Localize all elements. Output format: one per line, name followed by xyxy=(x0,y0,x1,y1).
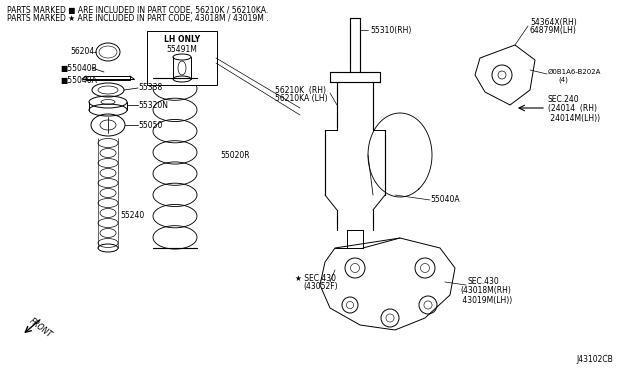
Text: ■55040A: ■55040A xyxy=(60,76,97,84)
Text: 55338: 55338 xyxy=(138,83,163,93)
Text: 56210K  (RH): 56210K (RH) xyxy=(275,86,326,94)
Text: SEC.430: SEC.430 xyxy=(468,278,500,286)
Text: 43019M(LH)): 43019M(LH)) xyxy=(460,295,512,305)
Text: 64879M(LH): 64879M(LH) xyxy=(530,26,577,35)
Text: 55020R: 55020R xyxy=(220,151,250,160)
Text: 24014M(LH)): 24014M(LH)) xyxy=(548,113,600,122)
FancyBboxPatch shape xyxy=(147,31,217,85)
Text: (43052F): (43052F) xyxy=(303,282,338,292)
Text: 56204: 56204 xyxy=(70,48,94,57)
Text: ■55040B: ■55040B xyxy=(60,64,97,73)
Text: 55320N: 55320N xyxy=(138,100,168,109)
Text: ★ SEC.430: ★ SEC.430 xyxy=(295,273,336,282)
Text: (24014  (RH): (24014 (RH) xyxy=(548,105,597,113)
Text: FRONT: FRONT xyxy=(28,317,53,340)
Text: 55491M: 55491M xyxy=(166,45,197,55)
Text: (43018M(RH): (43018M(RH) xyxy=(460,286,511,295)
Text: 55050: 55050 xyxy=(138,121,163,129)
Text: (4): (4) xyxy=(558,77,568,83)
Text: PARTS MARKED ★ ARE INCLUDED IN PART CODE, 43018M / 43019M .: PARTS MARKED ★ ARE INCLUDED IN PART CODE… xyxy=(7,15,269,23)
Text: 54364X(RH): 54364X(RH) xyxy=(530,17,577,26)
Text: PARTS MARKED ■ ARE INCLUDED IN PART CODE, 56210K / 56210KA.: PARTS MARKED ■ ARE INCLUDED IN PART CODE… xyxy=(7,6,268,15)
Text: SEC.240: SEC.240 xyxy=(548,96,580,105)
Text: 56210KA (LH): 56210KA (LH) xyxy=(275,94,328,103)
Text: 55310(RH): 55310(RH) xyxy=(370,26,412,35)
Text: 55040A: 55040A xyxy=(430,196,460,205)
Text: J43102CB: J43102CB xyxy=(576,356,612,365)
Text: LH ONLY: LH ONLY xyxy=(164,35,200,45)
Text: 55240: 55240 xyxy=(120,211,144,219)
Text: Ø0B1A6-B202A: Ø0B1A6-B202A xyxy=(548,69,602,75)
